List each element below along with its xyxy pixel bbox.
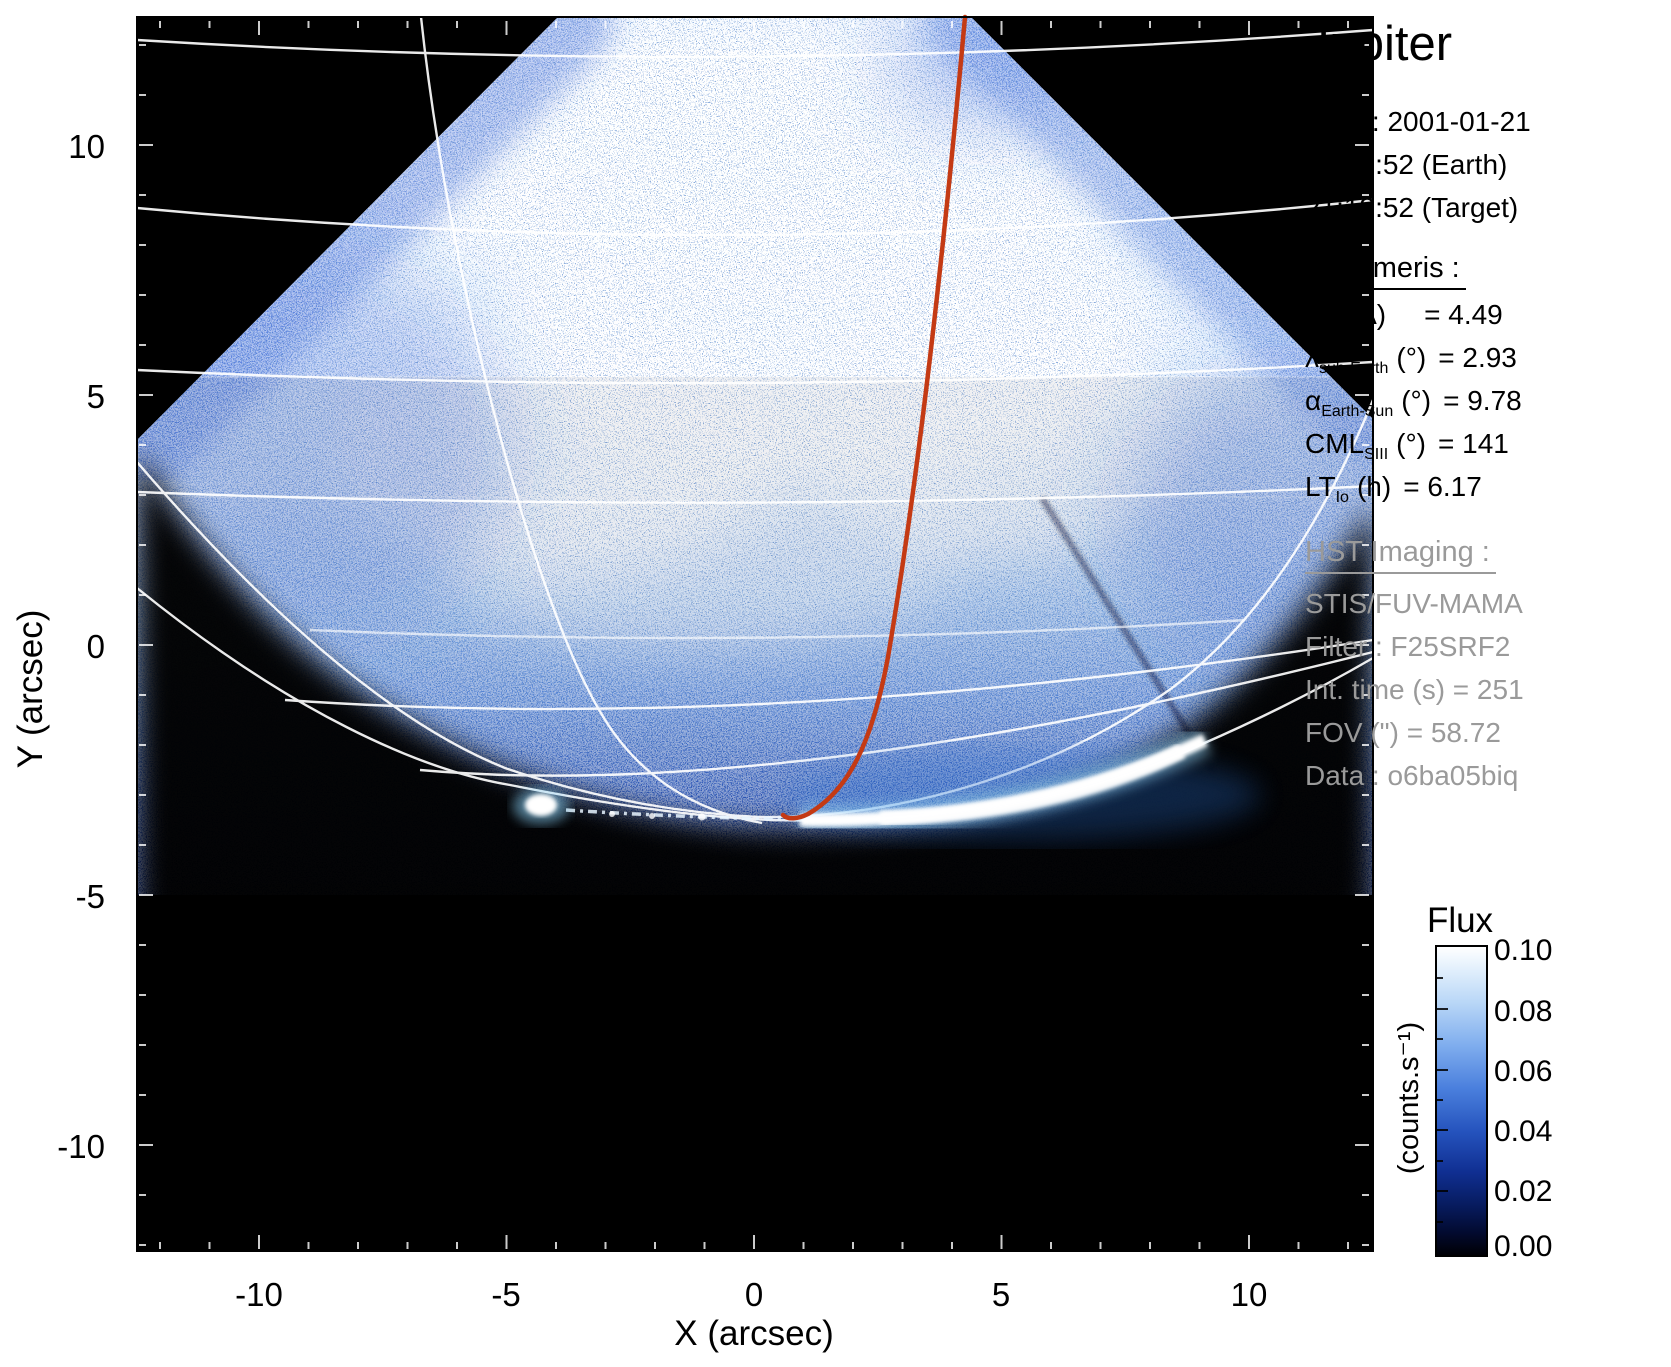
hst-imaging-heading: HST Imaging : <box>1305 536 1496 574</box>
earth-time-line: 21:13:52 (Earth) <box>1305 149 1508 180</box>
param-symbol: d <box>1305 299 1321 330</box>
target-time-line: 21:13:52 (Target) <box>1305 192 1519 223</box>
y-tick-label: 10 <box>68 128 105 165</box>
param-symbol: α <box>1305 385 1322 416</box>
ephemeris-row: CMLSIII (°) = 141 <box>1305 428 1665 471</box>
param-unit: (UA) <box>1328 299 1387 330</box>
instrument-line: STIS/FUV-MAMA <box>1305 588 1523 619</box>
colorbar-tick-label: 0.00 <box>1494 1230 1553 1263</box>
detector-seam <box>137 376 1373 378</box>
y-tick-label: -5 <box>75 878 105 915</box>
filter-line: Filter : F25SRF2 <box>1305 631 1511 662</box>
param-symbol: CML <box>1305 428 1365 459</box>
param-subscript: SIII <box>1364 446 1389 463</box>
colorbar-tick-label: 0.08 <box>1494 995 1553 1028</box>
param-subscript: sub-Earth <box>1319 360 1389 377</box>
observation-date-block: Date : 2001-01-21 21:13:52 (Earth) 21:13… <box>1305 100 1665 229</box>
plot-frame <box>136 16 1374 1252</box>
colorbar-tick-notch <box>1437 1008 1448 1010</box>
param-unit: (h) <box>1356 471 1392 502</box>
param-value: = 6.17 <box>1403 471 1482 502</box>
colorbar-title: Flux <box>1426 901 1494 940</box>
colorbar-tick-notch <box>1437 977 1443 979</box>
auroral-arc <box>513 726 1260 840</box>
data-id-line: Data : o6ba05biq <box>1305 760 1519 791</box>
int-time-line: Int. time (s) = 251 <box>1305 674 1524 705</box>
ephemeris-row: λsub-Earth (°) = 2.93 <box>1305 342 1665 385</box>
param-unit: (°) <box>1396 428 1426 459</box>
date-line: Date : 2001-01-21 <box>1305 106 1531 137</box>
y-tick-label: 5 <box>86 378 105 415</box>
ephemeris-row: d (UA) = 4.49 <box>1305 299 1665 342</box>
y-tick-label: -10 <box>57 1128 105 1165</box>
y-tick-label: 0 <box>86 628 105 665</box>
param-value: = 4.49 <box>1424 299 1503 330</box>
x-tick-label: 10 <box>1230 1276 1268 1313</box>
param-unit: (°) <box>1396 342 1427 373</box>
y-axis-title: Y (arcsec) <box>11 609 50 769</box>
detector-seam <box>137 496 1373 498</box>
colorbar-unit-label: (counts.s⁻¹) <box>1393 1021 1425 1175</box>
param-value: = 141 <box>1438 428 1509 459</box>
x-tick-label: -5 <box>491 1276 521 1313</box>
x-axis-title: X (arcsec) <box>674 1314 834 1353</box>
x-tick-label: 5 <box>991 1276 1011 1313</box>
colorbar <box>1435 945 1488 1257</box>
colorbar-tick-label: 0.04 <box>1494 1115 1553 1148</box>
ephemeris-row: LTIo (h) = 6.17 <box>1305 471 1665 514</box>
thin-auroral-arc <box>565 808 796 821</box>
ephemeris-block: Ephemeris : d (UA) = 4.49 λsub-Earth (°) = 2… <box>1305 252 1665 514</box>
param-value: = 9.78 <box>1443 385 1522 416</box>
colorbar-tick-notch <box>1437 1129 1448 1131</box>
colorbar-tick-notch <box>1437 1160 1443 1162</box>
target-title: Jupiter <box>1305 17 1453 71</box>
io-footprint-track <box>780 14 968 821</box>
colorbar-tick-notch <box>1437 1190 1448 1192</box>
ephemeris-row: αEarth-Sun (°) = 9.78 <box>1305 385 1665 428</box>
colorbar-tick-label: 0.06 <box>1494 1055 1553 1088</box>
colorbar-tick-label: 0.10 <box>1494 934 1553 967</box>
param-subscript: Io <box>1335 489 1349 506</box>
colorbar-tick-notch <box>1437 1038 1443 1040</box>
fuv-dayglow-wedge <box>137 17 1373 1251</box>
ephemeris-heading: Ephemeris : <box>1305 252 1466 290</box>
auroral-spot <box>525 794 557 816</box>
param-subscript: Earth-Sun <box>1321 403 1394 420</box>
param-unit: (°) <box>1401 385 1432 416</box>
colorbar-tick-notch <box>1437 1069 1448 1071</box>
x-tick-label: 0 <box>744 1276 764 1313</box>
colorbar-tick-label: 0.02 <box>1494 1175 1553 1208</box>
hst-imaging-block: HST Imaging : STIS/FUV-MAMA Filter : F25… <box>1305 536 1665 797</box>
param-symbol: LT <box>1305 471 1336 502</box>
x-tick-label: -10 <box>235 1276 283 1313</box>
param-value: = 2.93 <box>1438 342 1517 373</box>
axis-tick-marks <box>139 21 1369 1249</box>
colorbar-tick-notch <box>1437 1221 1443 1223</box>
colorbar-tick-notch <box>1437 1099 1443 1101</box>
fov-line: FOV (") = 58.72 <box>1305 717 1501 748</box>
param-symbol: λ <box>1305 342 1319 373</box>
